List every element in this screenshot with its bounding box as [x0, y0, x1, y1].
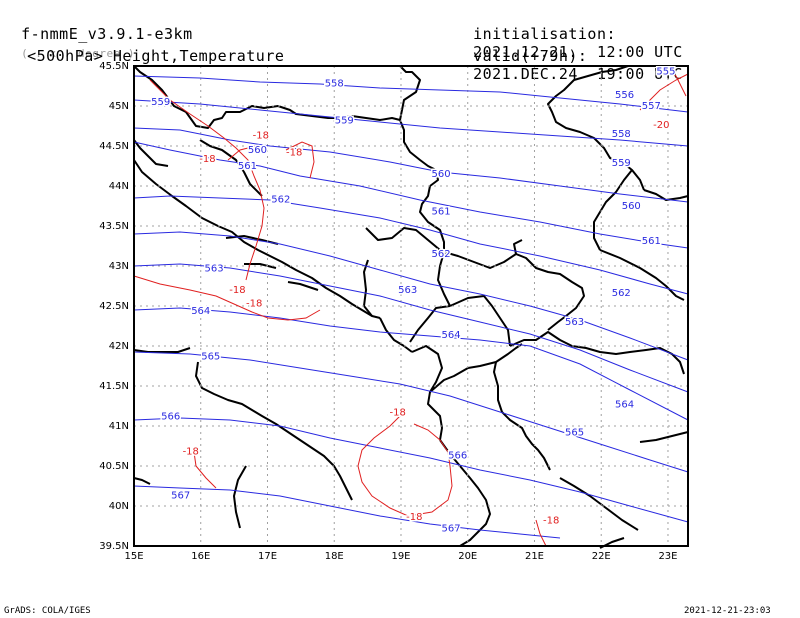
height-contour-label: 559	[335, 115, 354, 126]
temperature-contours	[133, 67, 689, 547]
longitude-tick-labels: 15E 16E 17E 18E 19E 20E 21E 22E 23E	[124, 551, 677, 562]
lat-tick-label: 43.5N	[99, 221, 129, 232]
height-contour-label: 562	[271, 195, 290, 206]
lat-tick-label: 41N	[109, 421, 129, 432]
lon-tick-label: 17E	[258, 551, 277, 562]
lat-tick-label: 44.5N	[99, 141, 129, 152]
init-label: initialisation:	[473, 25, 617, 43]
lat-tick-label: 45N	[109, 101, 129, 112]
lon-tick-label: 21E	[525, 551, 544, 562]
lon-tick-label: 15E	[124, 551, 143, 562]
valid-label: valid(+79h):	[473, 47, 588, 65]
temperature-contour-label: -20	[653, 120, 669, 131]
temperature-contour-label: -18	[389, 407, 405, 418]
height-contour-label: 563	[398, 285, 417, 296]
height-contour-label: 563	[565, 317, 584, 328]
lat-tick-label: 43N	[109, 261, 129, 272]
lon-tick-label: 18E	[325, 551, 344, 562]
latitude-tick-labels: 45.5N 45N 44.5N 44N 43.5N 43N 42.5N 42N 41.5N 41N…	[99, 61, 129, 552]
lat-tick-label: 41.5N	[99, 381, 129, 392]
height-contour-label: 567	[442, 523, 461, 534]
lat-tick-label: 42.5N	[99, 301, 129, 312]
height-contour-label: 565	[201, 351, 220, 362]
temperature-contour-label: -18	[246, 299, 262, 310]
height-contour-label: 561	[642, 236, 661, 247]
lon-tick-label: 20E	[458, 551, 477, 562]
temperature-contour-label: -18	[406, 512, 422, 523]
height-contour-label: 560	[431, 169, 450, 180]
height-contour-label: 558	[612, 129, 631, 140]
height-contour-label: 559	[612, 158, 631, 169]
height-contour-label: 562	[431, 249, 450, 260]
height-contour-label: 560	[248, 145, 267, 156]
lat-tick-label: 42N	[109, 341, 129, 352]
lat-tick-label: 40.5N	[99, 461, 129, 472]
level-label: <500hPa> Height,Temperature	[27, 47, 285, 65]
height-contour-label: 561	[431, 207, 450, 218]
lon-tick-label: 16E	[191, 551, 210, 562]
borders-layer	[133, 65, 689, 549]
height-contour-label: 559	[151, 97, 170, 108]
height-contour-label: 567	[171, 491, 190, 502]
height-contour-label: 565	[565, 427, 584, 438]
lat-tick-label: 40N	[109, 501, 129, 512]
height-contours	[133, 75, 689, 539]
temperature-contour-label: -18	[183, 447, 199, 458]
credit-label: GrADS: COLA/IGES	[4, 606, 91, 616]
temperature-labels: -18-18-18-18-18-20-18-18-18 -18	[181, 119, 671, 528]
height-contour-label: 560	[622, 201, 641, 212]
timestamp-label: 2021-12-21-23:03	[684, 606, 771, 616]
lon-tick-label: 22E	[592, 551, 611, 562]
temperature-contour-label: -18	[229, 285, 245, 296]
height-labels: 558 559 559 560 561 560 562 561 562 563 563 564 564 5…	[150, 65, 677, 536]
height-contour-label: 564	[442, 330, 461, 341]
height-contour-label: 564	[191, 306, 210, 317]
height-contour-label: 563	[205, 263, 224, 274]
temperature-contour-label: -18	[543, 515, 559, 526]
lat-tick-label: 44N	[109, 181, 129, 192]
height-contour-label: 556	[615, 90, 634, 101]
height-contour-label: 566	[161, 411, 180, 422]
model-title: f-nmmE_v3.9.1-e3km	[21, 25, 193, 43]
map-frame	[133, 65, 689, 547]
height-contour-label: 555	[656, 67, 675, 78]
lon-tick-label: 23E	[658, 551, 677, 562]
height-contour-label: 557	[642, 101, 661, 112]
temperature-contour-label: -18	[253, 131, 269, 142]
height-contour-label: 564	[615, 399, 634, 410]
height-contour-label: 566	[448, 451, 467, 462]
lat-tick-label: 39.5N	[99, 541, 129, 552]
graticule	[133, 65, 688, 547]
init-value: 2021.12.21. 12:00 UTC	[473, 43, 683, 61]
height-contour-label: 562	[612, 288, 631, 299]
lat-tick-label: 45.5N	[99, 61, 129, 72]
temperature-contour-label: -18	[286, 147, 302, 158]
height-contour-label: 558	[325, 79, 344, 90]
temperature-contour-label: -18	[199, 154, 215, 165]
height-contour-label: 561	[238, 161, 257, 172]
units-label: ( . x . degree )	[21, 47, 136, 60]
lon-tick-label: 19E	[391, 551, 410, 562]
